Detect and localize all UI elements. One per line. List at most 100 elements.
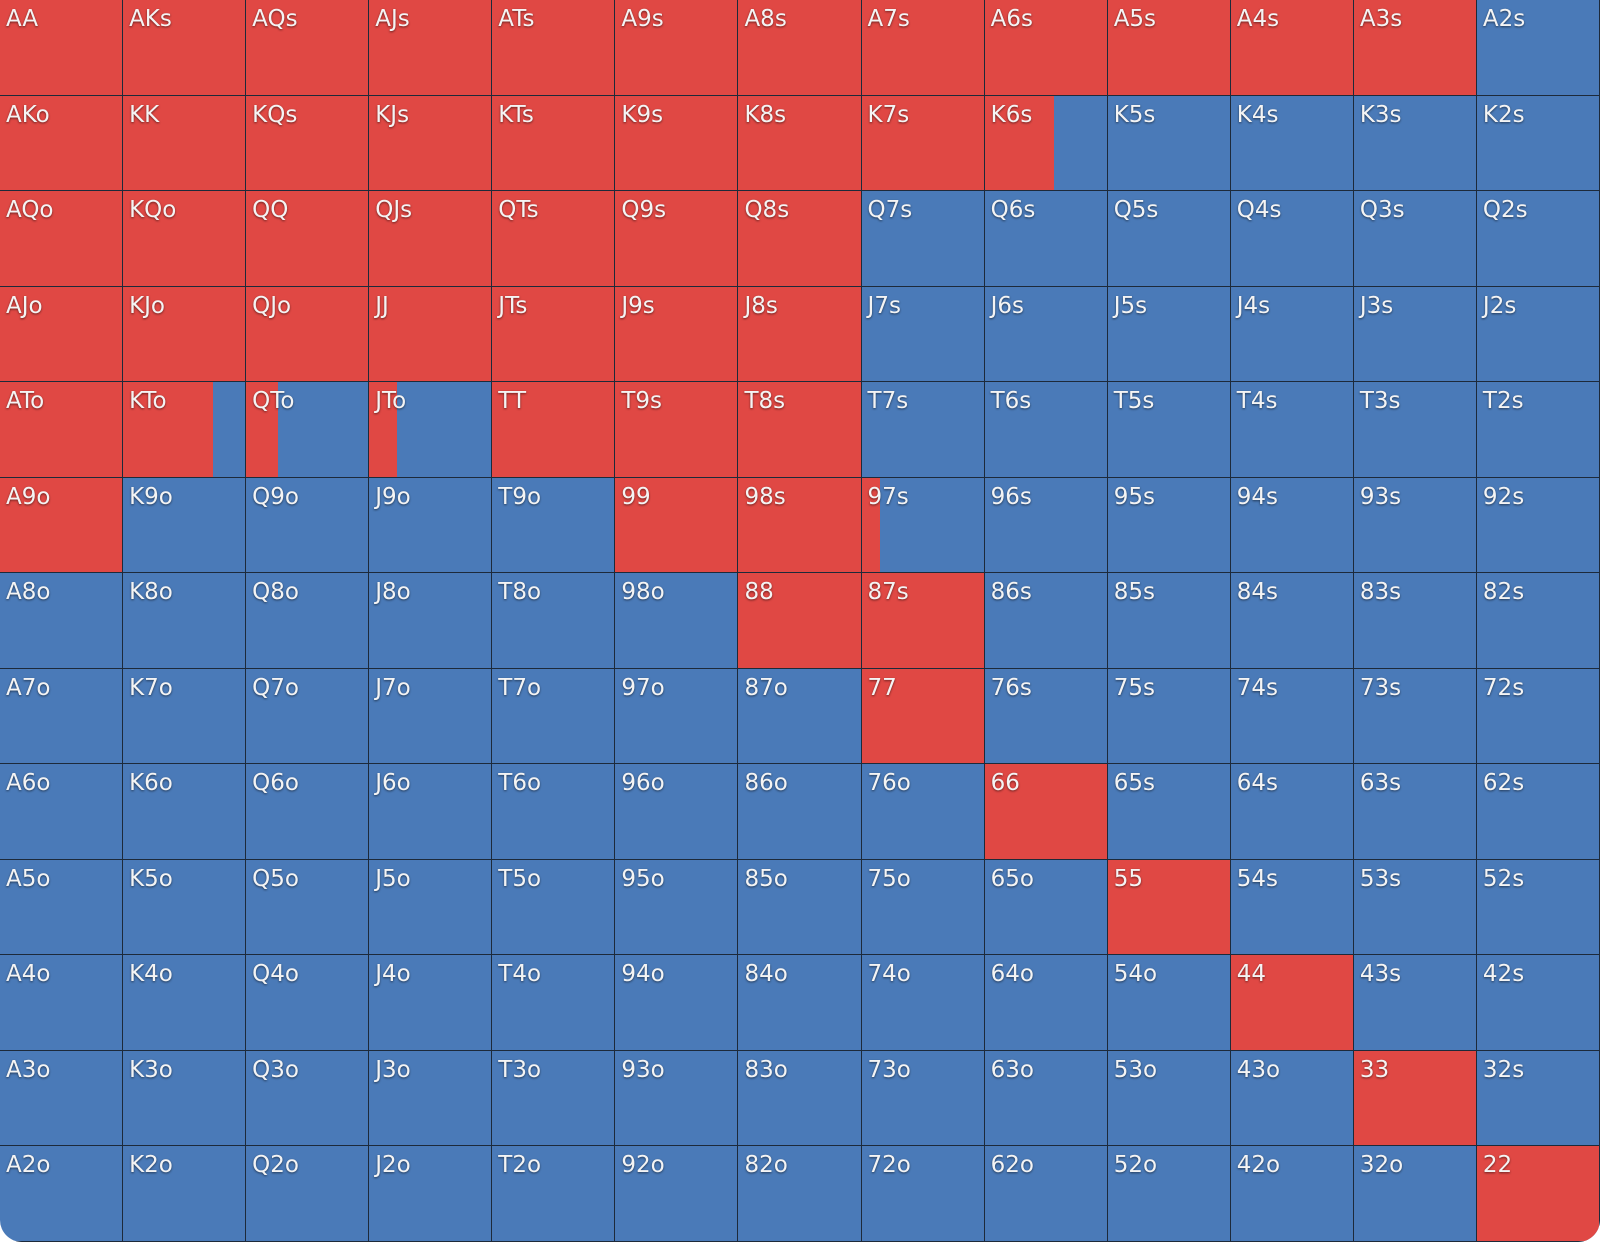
hand-cell[interactable]: QQ bbox=[246, 191, 370, 287]
hand-cell[interactable]: T4o bbox=[492, 955, 616, 1051]
hand-cell[interactable]: 44 bbox=[1230, 955, 1354, 1051]
hand-cell[interactable]: KK bbox=[123, 95, 247, 192]
hand-cell[interactable]: J5s bbox=[1107, 286, 1231, 383]
hand-cell[interactable]: J7s bbox=[861, 286, 985, 383]
hand-cell[interactable]: QJo bbox=[246, 286, 370, 383]
hand-cell[interactable]: J2o bbox=[369, 1146, 493, 1242]
hand-cell[interactable]: 92s bbox=[1476, 477, 1600, 574]
hand-cell[interactable]: K3s bbox=[1353, 95, 1477, 192]
hand-cell[interactable]: 74o bbox=[861, 955, 985, 1051]
hand-cell[interactable]: 93o bbox=[615, 1050, 739, 1147]
hand-cell[interactable]: J3o bbox=[369, 1050, 493, 1147]
hand-cell[interactable]: Q2o bbox=[246, 1146, 370, 1242]
hand-cell[interactable]: K7o bbox=[123, 668, 247, 765]
hand-cell[interactable]: 84o bbox=[738, 955, 862, 1051]
hand-cell[interactable]: T8o bbox=[492, 573, 616, 669]
hand-cell[interactable]: A7o bbox=[0, 668, 124, 765]
hand-cell[interactable]: KQs bbox=[246, 95, 370, 192]
hand-cell[interactable]: A7s bbox=[861, 0, 985, 96]
hand-cell[interactable]: K2s bbox=[1476, 95, 1600, 192]
hand-cell[interactable]: K6o bbox=[123, 764, 247, 860]
hand-cell[interactable]: T9o bbox=[492, 477, 616, 574]
hand-cell[interactable]: Q3s bbox=[1353, 191, 1477, 287]
hand-cell[interactable]: 72s bbox=[1476, 668, 1600, 765]
hand-cell[interactable]: 83o bbox=[738, 1050, 862, 1147]
hand-cell[interactable]: Q7s bbox=[861, 191, 985, 287]
hand-cell[interactable]: T6o bbox=[492, 764, 616, 860]
hand-cell[interactable]: 42s bbox=[1476, 955, 1600, 1051]
hand-cell[interactable]: 94o bbox=[615, 955, 739, 1051]
hand-cell[interactable]: K8s bbox=[738, 95, 862, 192]
hand-cell[interactable]: 84s bbox=[1230, 573, 1354, 669]
hand-cell[interactable]: AJs bbox=[369, 0, 493, 96]
hand-cell[interactable]: A6o bbox=[0, 764, 124, 860]
hand-cell[interactable]: J6s bbox=[984, 286, 1108, 383]
hand-cell[interactable]: AKo bbox=[0, 95, 124, 192]
hand-cell[interactable]: Q5s bbox=[1107, 191, 1231, 287]
hand-cell[interactable]: 75o bbox=[861, 859, 985, 956]
hand-cell[interactable]: 76s bbox=[984, 668, 1108, 765]
hand-cell[interactable]: J2s bbox=[1476, 286, 1600, 383]
hand-cell[interactable]: 65s bbox=[1107, 764, 1231, 860]
hand-cell[interactable]: 87s bbox=[861, 573, 985, 669]
hand-cell[interactable]: 98s bbox=[738, 477, 862, 574]
hand-cell[interactable]: 43o bbox=[1230, 1050, 1354, 1147]
hand-cell[interactable]: J6o bbox=[369, 764, 493, 860]
hand-cell[interactable]: 74s bbox=[1230, 668, 1354, 765]
hand-cell[interactable]: 86o bbox=[738, 764, 862, 860]
hand-cell[interactable]: T2s bbox=[1476, 382, 1600, 478]
hand-cell[interactable]: 72o bbox=[861, 1146, 985, 1242]
hand-cell[interactable]: 83s bbox=[1353, 573, 1477, 669]
hand-cell[interactable]: 96s bbox=[984, 477, 1108, 574]
hand-cell[interactable]: A5o bbox=[0, 859, 124, 956]
hand-cell[interactable]: 65o bbox=[984, 859, 1108, 956]
hand-cell[interactable]: 66 bbox=[984, 764, 1108, 860]
hand-cell[interactable]: K7s bbox=[861, 95, 985, 192]
hand-cell[interactable]: K2o bbox=[123, 1146, 247, 1242]
hand-cell[interactable]: 32o bbox=[1353, 1146, 1477, 1242]
hand-cell[interactable]: A2s bbox=[1476, 0, 1600, 96]
hand-cell[interactable]: J9o bbox=[369, 477, 493, 574]
hand-cell[interactable]: 63s bbox=[1353, 764, 1477, 860]
hand-cell[interactable]: 99 bbox=[615, 477, 739, 574]
hand-cell[interactable]: 85o bbox=[738, 859, 862, 956]
hand-cell[interactable]: 62s bbox=[1476, 764, 1600, 860]
hand-cell[interactable]: 53o bbox=[1107, 1050, 1231, 1147]
hand-cell[interactable]: QJs bbox=[369, 191, 493, 287]
hand-cell[interactable]: 52o bbox=[1107, 1146, 1231, 1242]
hand-cell[interactable]: 87o bbox=[738, 668, 862, 765]
hand-cell[interactable]: T5s bbox=[1107, 382, 1231, 478]
hand-cell[interactable]: AQo bbox=[0, 191, 124, 287]
hand-cell[interactable]: Q2s bbox=[1476, 191, 1600, 287]
hand-cell[interactable]: QTs bbox=[492, 191, 616, 287]
hand-cell[interactable]: AA bbox=[0, 0, 124, 96]
hand-cell[interactable]: AKs bbox=[123, 0, 247, 96]
hand-cell[interactable]: 52s bbox=[1476, 859, 1600, 956]
hand-cell[interactable]: T8s bbox=[738, 382, 862, 478]
hand-cell[interactable]: J4o bbox=[369, 955, 493, 1051]
hand-cell[interactable]: T6s bbox=[984, 382, 1108, 478]
hand-cell[interactable]: 54o bbox=[1107, 955, 1231, 1051]
hand-cell[interactable]: J5o bbox=[369, 859, 493, 956]
hand-cell[interactable]: 55 bbox=[1107, 859, 1231, 956]
hand-cell[interactable]: Q5o bbox=[246, 859, 370, 956]
hand-cell[interactable]: A8o bbox=[0, 573, 124, 669]
hand-cell[interactable]: T3s bbox=[1353, 382, 1477, 478]
hand-cell[interactable]: 82o bbox=[738, 1146, 862, 1242]
hand-cell[interactable]: A9o bbox=[0, 477, 124, 574]
hand-cell[interactable]: ATo bbox=[0, 382, 124, 478]
hand-cell[interactable]: 97s bbox=[861, 477, 985, 574]
hand-cell[interactable]: A4s bbox=[1230, 0, 1354, 96]
hand-cell[interactable]: K4s bbox=[1230, 95, 1354, 192]
hand-cell[interactable]: Q8s bbox=[738, 191, 862, 287]
hand-cell[interactable]: 85s bbox=[1107, 573, 1231, 669]
hand-cell[interactable]: 95s bbox=[1107, 477, 1231, 574]
hand-cell[interactable]: 97o bbox=[615, 668, 739, 765]
hand-cell[interactable]: A9s bbox=[615, 0, 739, 96]
hand-cell[interactable]: T9s bbox=[615, 382, 739, 478]
hand-cell[interactable]: QTo bbox=[246, 382, 370, 478]
hand-cell[interactable]: ATs bbox=[492, 0, 616, 96]
hand-cell[interactable]: KJs bbox=[369, 95, 493, 192]
hand-cell[interactable]: K5s bbox=[1107, 95, 1231, 192]
hand-cell[interactable]: Q3o bbox=[246, 1050, 370, 1147]
